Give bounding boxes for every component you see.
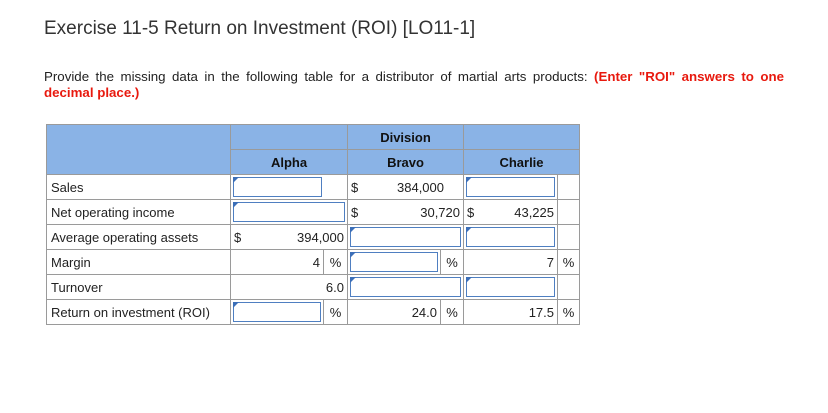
instructions: Provide the missing data in the followin… [44,69,784,101]
header-blank-right [463,124,580,150]
bravo-sales-value: 384,000 [397,179,444,195]
alpha-sales-input[interactable] [233,177,322,197]
cell-charlie-sales [463,174,558,200]
cell-charlie-margin: 7 [463,249,558,275]
bravo-margin-input[interactable] [350,252,438,272]
cell-charlie-roi: 17.5 [463,299,558,325]
cell-alpha-sales [230,174,348,200]
row-label-margin: Margin [46,249,231,275]
instructions-highlight: (Enter "ROI" answers to one decimal plac… [44,69,784,100]
alpha-noi-input[interactable] [233,202,345,222]
alpha-roi-percent: % [323,299,348,325]
division-header: Division [347,124,464,150]
cell-bravo-roi: 24.0 [347,299,441,325]
column-header-bravo: Bravo [347,149,464,175]
currency-symbol: $ [467,204,475,220]
column-header-charlie: Charlie [463,149,580,175]
row-turnover: Turnover 6.0 [46,274,580,300]
cell-charlie-avg-assets [463,224,558,250]
charlie-roi-percent: % [557,299,580,325]
cell-alpha-noi [230,199,348,225]
cell-bravo-noi: $30,720 [347,199,464,225]
row-sales: Sales $384,000 [46,174,580,200]
cell-alpha-turnover: 6.0 [230,274,348,300]
charlie-margin-value: 7 [546,254,554,270]
cell-alpha-roi [230,299,324,325]
charlie-margin-percent: % [557,249,580,275]
charlie-roi-value: 17.5 [528,304,554,320]
row-margin: Margin 4 % % 7 % [46,249,580,275]
column-header-alpha: Alpha [230,149,348,175]
cell-charlie-turnover-unit [557,274,580,300]
bravo-avg-assets-input[interactable] [350,227,461,247]
currency-symbol: $ [234,229,242,245]
charlie-turnover-input[interactable] [466,277,555,297]
charlie-avg-assets-input[interactable] [466,227,555,247]
bravo-noi-value: 30,720 [420,204,460,220]
cell-charlie-turnover [463,274,558,300]
alpha-avg-assets-value: 394,000 [297,229,344,245]
roi-table: Division Alpha Bravo Charlie Sales $384,… [46,124,580,325]
cell-bravo-avg-assets [347,224,464,250]
alpha-roi-input[interactable] [233,302,321,322]
row-roi: Return on investment (ROI) % 24.0 % 17.5… [46,299,580,325]
alpha-margin-value: 4 [312,254,320,270]
row-label-sales: Sales [46,174,231,200]
cell-charlie-sales-unit [557,174,580,200]
bravo-turnover-input[interactable] [350,277,461,297]
row-label-noi: Net operating income [46,199,231,225]
cell-bravo-turnover [347,274,464,300]
charlie-noi-value: 43,225 [514,204,554,220]
row-label-roi: Return on investment (ROI) [46,299,231,325]
row-noi: Net operating income $30,720 $43,225 [46,199,580,225]
page-title: Exercise 11-5 Return on Investment (ROI)… [44,18,476,39]
cell-bravo-sales: $384,000 [347,174,464,200]
cell-alpha-avg-assets: $394,000 [230,224,348,250]
header-corner [46,124,231,175]
bravo-roi-percent: % [440,299,464,325]
cell-charlie-noi: $43,225 [463,199,558,225]
cell-charlie-avg-assets-unit [557,224,580,250]
row-label-avg-assets: Average operating assets [46,224,231,250]
alpha-margin-percent: % [323,249,348,275]
charlie-sales-input[interactable] [466,177,555,197]
currency-symbol: $ [351,204,359,220]
cell-charlie-noi-unit [557,199,580,225]
alpha-turnover-value: 6.0 [325,279,344,295]
row-label-turnover: Turnover [46,274,231,300]
bravo-margin-percent: % [440,249,464,275]
currency-symbol: $ [351,179,359,195]
cell-alpha-margin: 4 [230,249,324,275]
instructions-text: Provide the missing data in the followin… [44,69,588,84]
cell-bravo-margin [347,249,441,275]
bravo-roi-value: 24.0 [411,304,437,320]
row-avg-assets: Average operating assets $394,000 [46,224,580,250]
header-blank [230,124,348,150]
